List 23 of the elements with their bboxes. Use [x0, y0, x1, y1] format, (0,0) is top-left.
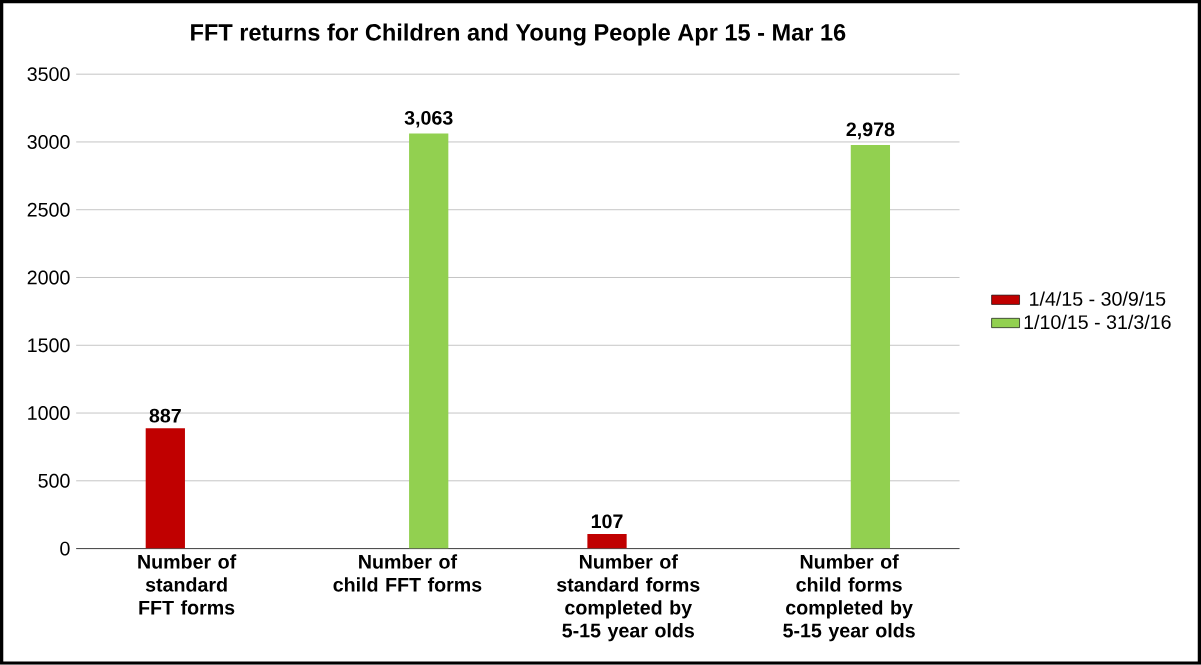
y-tick-label: 1500: [28, 338, 70, 353]
data-label: 3,063: [404, 110, 453, 128]
y-tick-label: 1000: [28, 406, 70, 421]
bar: [850, 145, 891, 549]
y-tick-label: 0: [60, 541, 70, 556]
data-label: 2,978: [846, 122, 895, 140]
x-tick-label: Number of child forms completed by 5-15 year olds: [783, 554, 915, 642]
bar: [587, 534, 627, 549]
bar: [145, 428, 185, 549]
data-label: 887: [149, 408, 181, 423]
y-tick-label: 3000: [27, 135, 70, 149]
x-tick-label: Number of standard forms completed by 5-15 year olds: [556, 554, 700, 642]
legend-label: 1/4/15 - 30/9/15: [1030, 291, 1166, 306]
bar: [409, 133, 449, 549]
x-tick-label: Number of child FFT forms: [333, 554, 482, 592]
legend-label: 1/10/15 - 31/3/16: [1024, 314, 1171, 330]
x-tick-label: Number of standard FFT forms: [138, 554, 237, 615]
y-tick-label: 2000: [27, 270, 70, 285]
y-tick-label: 3500: [27, 67, 70, 82]
y-tick-label: 500: [38, 473, 70, 488]
chart-title: FFT returns for Children and Young People Apr 15 - Mar 16: [191, 23, 846, 46]
y-tick-label: 2500: [27, 202, 70, 217]
data-label: 107: [591, 514, 623, 529]
